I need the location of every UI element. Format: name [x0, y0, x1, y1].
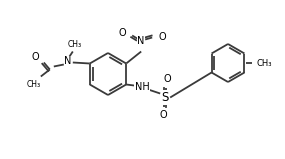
Text: O: O — [159, 111, 167, 121]
Text: O: O — [118, 28, 126, 38]
Text: CH₃: CH₃ — [256, 59, 272, 68]
Text: O: O — [158, 31, 166, 41]
Text: NH: NH — [135, 83, 150, 93]
Text: CH₃: CH₃ — [68, 40, 82, 49]
Text: O: O — [163, 73, 171, 83]
Text: N: N — [137, 37, 145, 46]
Text: O: O — [31, 52, 39, 62]
Text: CH₃: CH₃ — [27, 80, 41, 89]
Text: S: S — [162, 91, 169, 104]
Text: N: N — [64, 56, 72, 66]
